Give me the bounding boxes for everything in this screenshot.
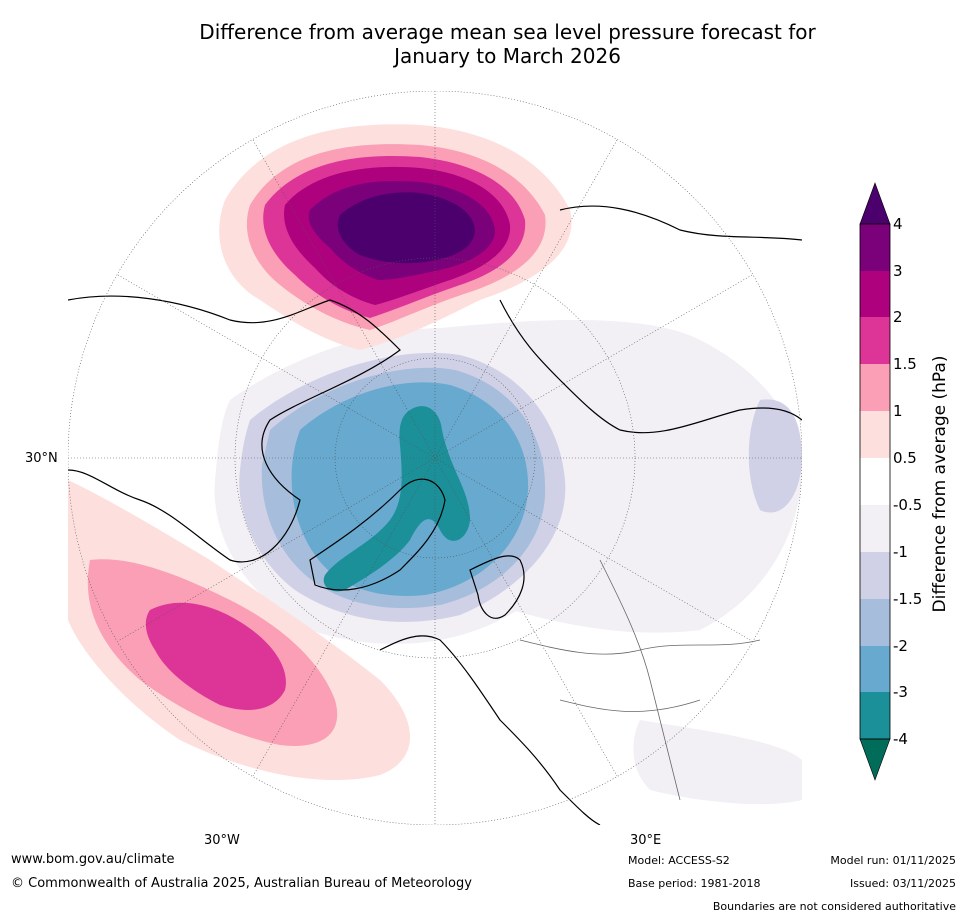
coast-greenland [309,478,446,591]
colorbar-swatch-m1-m0.5 [860,505,890,552]
colorbar-swatch-1-1.5 [860,364,890,411]
footer-copyright: © Commonwealth of Australia 2025, Austra… [11,876,472,891]
colorbar-frame [859,223,891,740]
map-shape [145,602,286,710]
footer-issued: Issued: 03/11/2025 [849,877,956,890]
map-shape [323,406,470,592]
cb-tick-m2: -2 [893,637,908,655]
coast-eurasia-arctic [499,299,802,434]
colorbar-swatch-m4-m3 [860,692,890,739]
graticule [68,91,802,825]
map-area [68,91,802,825]
positive-anomaly-atlantic [68,480,410,781]
cb-tick-1: 1 [893,402,903,420]
coastlines [68,205,802,825]
map-shape [519,639,761,655]
title-line-1: Difference from average mean sea level p… [199,20,816,44]
coast-scandinavia [469,555,525,619]
colorbar-swatch-m1.5-m1 [860,552,890,599]
map-shape [599,559,681,801]
chart-title: Difference from average mean sea level p… [0,20,965,68]
footer-website: www.bom.gov.au/climate [11,852,175,867]
label-30w: 30°W [204,833,240,848]
colorbar-swatch-1.5-2 [860,317,890,364]
colorbar-swatch-m3-m2 [860,646,890,692]
cb-tick-2: 2 [893,308,903,326]
colorbar-swatch-2-3 [860,271,890,317]
coast-europe [379,635,601,825]
cb-tick-3: 3 [893,262,903,280]
coast-north-america [68,295,401,563]
colorbar-title: Difference from average (hPa) [930,355,950,613]
cb-tick-4: 4 [893,215,903,233]
colorbar-swatch-0.5-1 [860,411,890,458]
title-line-2: January to March 2026 [394,44,621,68]
map-shape [337,192,475,264]
footer-model-run: Model run: 01/11/2025 [830,854,956,867]
cb-tick-1.5: 1.5 [893,355,917,373]
cb-tick-0.5: 0.5 [893,449,917,467]
colorbar-extend-top [859,182,891,225]
colorbar-swatch-3-4 [860,224,890,271]
map-shape [748,399,802,513]
cb-tick-m0.5: -0.5 [893,496,923,514]
label-30n: 30°N [25,451,58,466]
coast-alaska-siberia [559,205,802,241]
footer-disclaimer: Boundaries are not considered authoritat… [712,900,956,913]
cb-tick-m1.5: -1.5 [893,590,923,608]
country-borders [519,559,761,801]
cb-tick-m3: -3 [893,683,908,701]
label-30e: 30°E [630,833,662,848]
cb-tick-m4: -4 [893,730,908,748]
colorbar-extend-bottom [859,738,891,781]
colorbar-swatch-m2-m1.5 [860,599,890,646]
footer-model: Model: ACCESS-S2 [628,854,730,867]
positive-anomaly-pacific [219,124,572,350]
cb-tick-m1: -1 [893,543,908,561]
footer-base-period: Base period: 1981-2018 [628,877,761,890]
colorbar-swatch-neutral [860,458,890,505]
colorbar [859,182,891,781]
map-shape [559,699,701,712]
